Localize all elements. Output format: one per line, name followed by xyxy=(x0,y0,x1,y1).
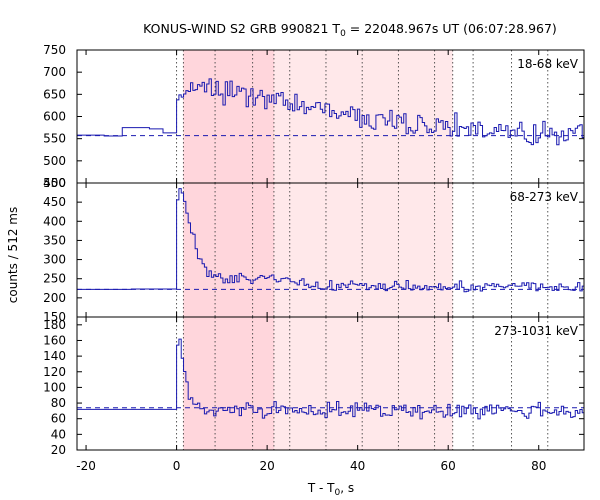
y-tick-label: 180 xyxy=(43,318,66,332)
y-tick-label: 550 xyxy=(43,132,66,146)
y-tick-label: 100 xyxy=(43,380,66,394)
y-tick-label: 40 xyxy=(51,427,66,441)
y-tick-label: 200 xyxy=(43,291,66,305)
y-axis-label: counts / 512 ms xyxy=(6,207,20,303)
y-tick-label: 60 xyxy=(51,412,66,426)
shaded-interval-inner xyxy=(183,317,274,450)
x-tick-label: 60 xyxy=(441,459,456,473)
count-rate-histogram xyxy=(77,188,584,293)
shaded-interval-inner xyxy=(183,50,274,183)
y-tick-label: 450 xyxy=(43,195,66,209)
x-tick-label: 20 xyxy=(259,459,274,473)
x-tick-label: 80 xyxy=(531,459,546,473)
energy-band-label: 273-1031 keV xyxy=(494,324,578,338)
y-tick-label: 450 xyxy=(43,176,66,190)
count-rate-histogram xyxy=(77,78,584,146)
energy-band-label: 68-273 keV xyxy=(510,190,579,204)
y-tick-label: 650 xyxy=(43,87,66,101)
y-tick-label: 160 xyxy=(43,333,66,347)
y-tick-label: 750 xyxy=(43,43,66,57)
y-tick-label: 700 xyxy=(43,65,66,79)
x-axis-label: T - T0, s xyxy=(307,481,354,498)
y-tick-label: 20 xyxy=(51,443,66,457)
panel-frame xyxy=(76,316,585,451)
y-tick-label: 250 xyxy=(43,272,66,286)
y-tick-label: 140 xyxy=(43,349,66,363)
y-tick-label: 350 xyxy=(43,233,66,247)
shaded-interval-inner xyxy=(183,183,274,317)
count-rate-histogram xyxy=(77,338,584,420)
y-tick-label: 400 xyxy=(43,214,66,228)
y-tick-label: 300 xyxy=(43,253,66,267)
y-tick-label: 500 xyxy=(43,154,66,168)
y-tick-label: 600 xyxy=(43,110,66,124)
y-tick-label: 80 xyxy=(51,396,66,410)
energy-band-label: 18-68 keV xyxy=(517,57,579,71)
y-tick-label: 120 xyxy=(43,365,66,379)
chart-title: KONUS-WIND S2 GRB 990821 T0 = 22048.967s… xyxy=(143,21,557,39)
y-tick-label: 150 xyxy=(43,310,66,324)
x-tick-label: 40 xyxy=(350,459,365,473)
x-tick-label: -20 xyxy=(76,459,96,473)
y-tick-label: 500 xyxy=(43,176,66,190)
x-tick-label: 0 xyxy=(173,459,181,473)
